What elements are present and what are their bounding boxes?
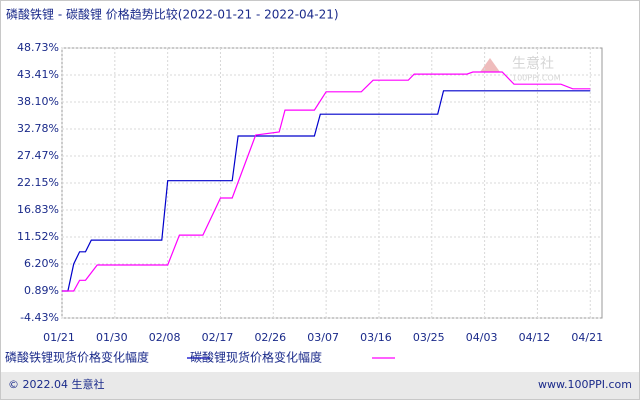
watermark-text: 生意社	[512, 55, 554, 72]
x-tick-label: 02/17	[202, 331, 234, 344]
x-tick-label: 03/16	[360, 331, 392, 344]
watermark-sub: 100PPI.COM	[512, 74, 561, 83]
x-tick-label: 02/26	[254, 331, 286, 344]
legend-label: 碳酸锂现货价格变化幅度	[190, 350, 322, 365]
y-tick-label: 43.41%	[17, 68, 59, 81]
x-tick-label: 01/30	[96, 331, 128, 344]
y-tick-label: 0.89%	[24, 284, 59, 297]
legend-label: 磷酸铁锂现货价格变化幅度	[5, 350, 149, 365]
y-tick-label: 6.20%	[24, 257, 59, 270]
series-line	[62, 90, 591, 292]
y-tick-label: 16.83%	[17, 203, 59, 216]
y-tick-label: 22.15%	[17, 176, 59, 189]
chart-title: 磷酸铁锂 - 碳酸锂 价格趋势比较(2022-01-21 - 2022-04-2…	[6, 7, 339, 22]
x-tick-label: 01/21	[43, 331, 75, 344]
footer-left: © 2022.04 生意社	[8, 377, 104, 391]
x-tick-label: 04/03	[466, 331, 498, 344]
series-line	[62, 71, 591, 292]
x-tick-label: 04/21	[571, 331, 603, 344]
y-tick-label: 48.73%	[17, 41, 59, 54]
x-tick-label: 02/08	[149, 331, 181, 344]
footer-bar	[1, 372, 639, 399]
y-tick-label: 32.78%	[17, 122, 59, 135]
y-tick-label: 38.10%	[17, 95, 59, 108]
y-tick-label: -4.43%	[20, 311, 59, 324]
x-tick-label: 04/12	[519, 331, 551, 344]
x-tick-label: 03/07	[307, 331, 339, 344]
y-tick-label: 27.47%	[17, 149, 59, 162]
y-tick-label: 11.52%	[17, 230, 59, 243]
x-tick-label: 03/25	[413, 331, 445, 344]
footer-right: www.100PPI.com	[538, 378, 632, 391]
